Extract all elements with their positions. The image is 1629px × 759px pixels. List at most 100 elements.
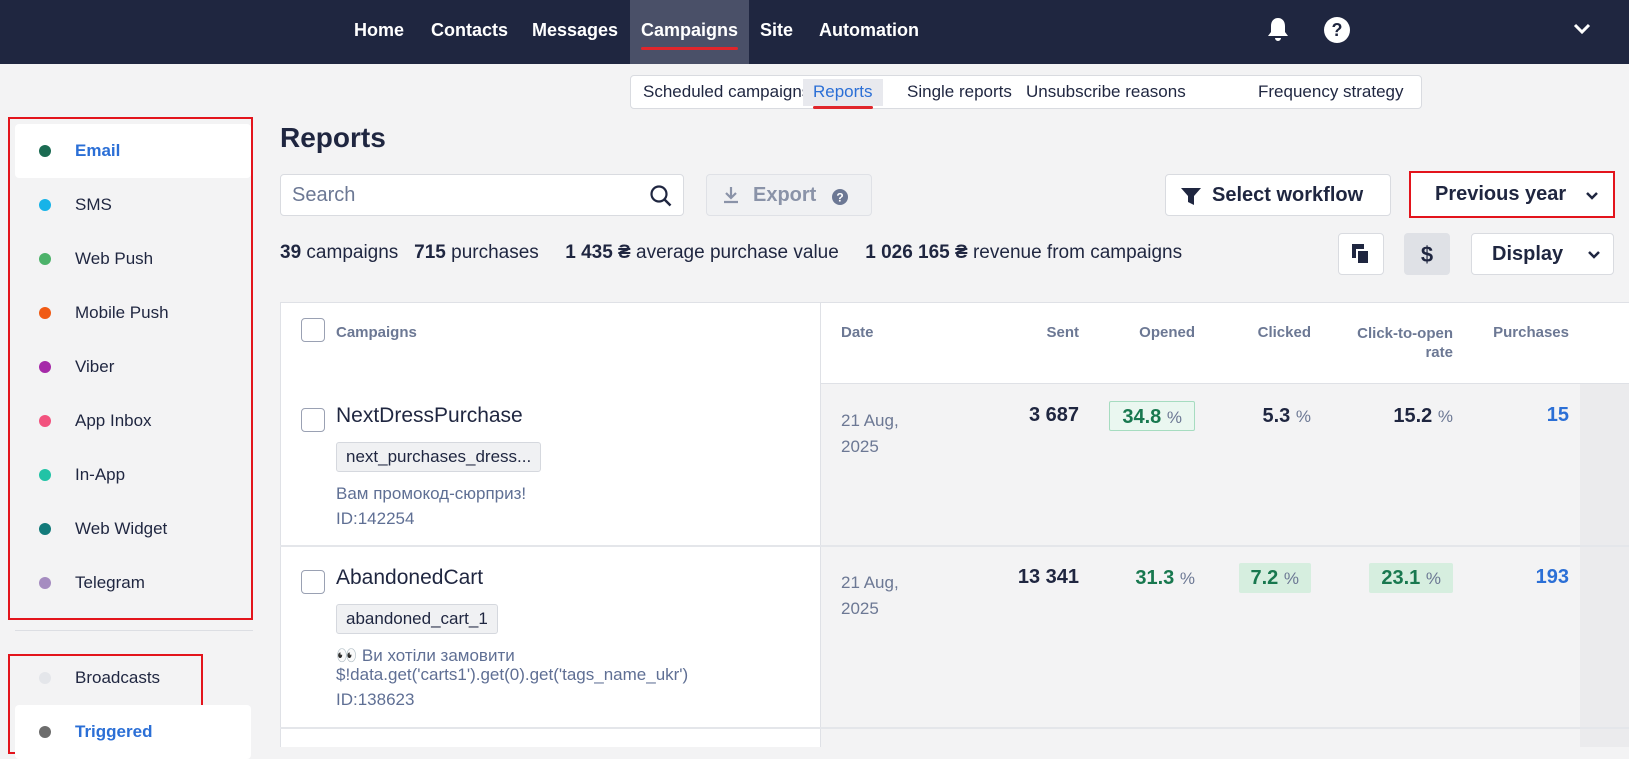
clicked-cell: 7.2 % [1238,563,1311,593]
sidebar-item[interactable]: Web Push [15,232,251,286]
export-label: Export [753,184,817,206]
campaign-name[interactable]: NextDressPurchase [336,404,523,427]
sub-nav-item[interactable]: Single reports [907,82,1012,101]
column-header[interactable]: Purchases [1493,324,1569,341]
display-button[interactable]: Display [1471,233,1614,275]
checkbox[interactable] [301,570,325,594]
highlight-box [8,117,253,620]
period-select[interactable]: Previous year [1409,171,1615,218]
campaign-tag: abandoned_cart_1 [336,604,498,634]
page-title: Reports [280,122,386,153]
nav-item[interactable]: Site [760,20,794,40]
date: 21 Aug, 2025 [841,411,899,456]
unit: % [1425,569,1441,588]
chevron [1586,192,1598,200]
sidebar-item[interactable]: Mobile Push [15,286,251,340]
sub-nav-item[interactable]: Frequency strategy [1258,82,1404,101]
sidebar-item[interactable]: Web Widget [15,502,251,556]
sidebar-label: Mobile Push [75,303,169,322]
chevron [1588,251,1600,259]
opened-cell: 34.8 % [1109,401,1195,431]
sidebar-label: Viber [75,357,115,376]
copy-button[interactable] [1338,233,1384,275]
download-icon [724,187,738,204]
clicked-cell: 5.3 % [1263,401,1312,431]
sidebar-label: In-App [75,465,126,484]
help-icon[interactable]: ? [1323,16,1351,44]
search-icon[interactable] [649,184,673,208]
sidebar-label: App Inbox [75,411,152,430]
sub-nav-item[interactable]: Reports [803,79,883,109]
column-header[interactable]: Date [841,324,874,341]
divider [15,630,253,631]
sent: 13 341 [1017,566,1079,588]
bell-icon[interactable] [1266,16,1290,44]
help-icon[interactable]: ? [831,188,849,206]
sidebar-item[interactable]: Telegram [15,556,251,610]
clicked-value: 5.3 [1262,405,1291,427]
sub-nav-item[interactable]: Unsubscribe reasons [1026,82,1186,101]
opened-value: 31.3 [1135,567,1175,589]
channel-dot [39,307,51,319]
svg-text:$: $ [1421,242,1433,267]
channel-dot [39,361,51,373]
summary-value: 1 026 165 ₴ [865,242,968,263]
top-nav: ? Home Contacts Messages Campaigns Site Autom… [0,0,1629,64]
menu-chevron[interactable] [1572,22,1592,36]
clicked-value: 7.2 [1250,567,1279,589]
sidebar-item[interactable]: Triggered [15,705,251,759]
channel-dot [39,726,51,738]
column-header[interactable]: Clicked [1257,324,1311,341]
nav-item[interactable]: Messages [532,20,619,40]
campaign-tag: next_purchases_dress... [336,442,542,472]
nav-item[interactable]: Contacts [431,20,509,40]
purchases[interactable]: 193 [1535,566,1569,588]
sidebar-item[interactable]: App Inbox [15,394,251,448]
row-divider [280,727,1629,729]
campaign-subject: 👀 Ви хотіли замовити $!data.get('carts1'… [336,646,689,684]
column-header[interactable]: Opened [1139,324,1195,341]
currency-button[interactable]: $ [1404,233,1450,275]
sidebar-label: SMS [75,195,112,214]
select-workflow-label: Select workflow [1212,184,1364,206]
ctor-cell: 23.1 % [1369,563,1453,593]
nav-item[interactable]: Campaigns [630,0,750,64]
sidebar-label: Broadcasts [75,668,161,687]
nav-item[interactable]: Home [354,20,405,40]
purchases[interactable]: 15 [1546,404,1569,426]
column-header[interactable]: Campaigns [336,324,417,341]
ctor-value: 15.2 [1393,405,1433,427]
unit: % [1166,408,1182,427]
campaign-name[interactable]: AbandonedCart [336,566,484,589]
sidebar-label: Telegram [75,573,145,592]
checkbox[interactable] [301,318,325,342]
sidebar-item[interactable]: In-App [15,448,251,502]
scroll-shade [1580,384,1629,747]
sub-nav-item[interactable]: Scheduled campaigns [643,82,811,101]
checkbox[interactable] [301,408,325,432]
column-header[interactable]: Click-to-open rate [1357,325,1453,361]
unit: % [1283,569,1299,588]
sidebar-item[interactable]: Broadcasts [15,651,251,705]
search-box[interactable]: Search [280,174,684,216]
sidebar-item[interactable]: Viber [15,340,251,394]
column-header[interactable]: Sent [1046,324,1079,341]
export-button[interactable]: Export ? [706,174,872,216]
select-workflow-button[interactable]: Select workflow [1165,174,1391,216]
campaign-id: ID:138623 [336,690,415,709]
svg-text:?: ? [836,191,843,205]
channel-dot [39,577,51,589]
copy-icon [1352,244,1370,265]
nav-item[interactable]: Automation [819,20,919,40]
channel-dot [39,145,51,157]
row-divider [280,545,1629,547]
ctor-value: 23.1 [1381,567,1421,589]
channel-dot [39,523,51,535]
summary-label: campaigns [306,242,399,263]
sidebar-item[interactable]: SMS [15,178,251,232]
sidebar-item[interactable]: Email [15,124,251,178]
campaign-subject: Вам промокод-сюрприз! [336,484,527,503]
opened-cell: 31.3 % [1135,563,1195,593]
summary-label: average purchase value [636,242,839,263]
